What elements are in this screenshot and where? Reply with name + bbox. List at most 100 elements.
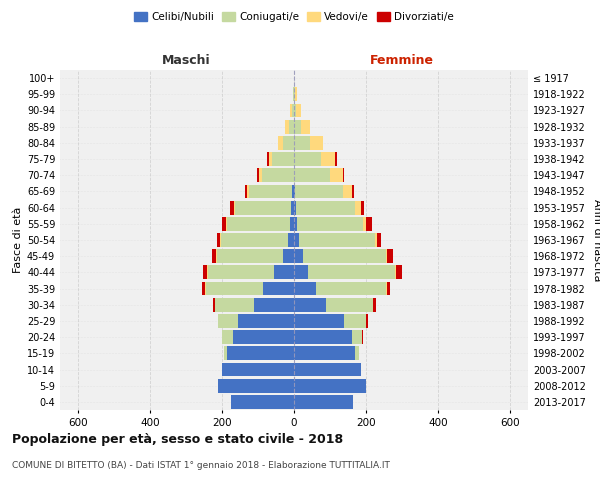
Bar	[267, 152, 269, 166]
Bar	[235, 200, 291, 214]
Bar	[352, 184, 354, 198]
Bar	[269, 152, 272, 166]
Bar	[249, 184, 292, 198]
Bar	[263, 282, 294, 296]
Y-axis label: Anni di nascita: Anni di nascita	[592, 198, 600, 281]
Bar	[355, 346, 359, 360]
Bar	[310, 136, 323, 149]
Bar	[294, 266, 308, 280]
Bar	[343, 184, 352, 198]
Bar	[238, 314, 294, 328]
Bar	[245, 184, 247, 198]
Bar	[294, 88, 295, 101]
Bar	[221, 233, 287, 247]
Bar	[373, 298, 376, 312]
Text: Maschi: Maschi	[162, 54, 211, 68]
Bar	[257, 168, 259, 182]
Bar	[364, 217, 367, 230]
Bar	[294, 330, 352, 344]
Bar	[222, 217, 226, 230]
Bar	[217, 250, 283, 263]
Bar	[308, 266, 395, 280]
Bar	[208, 266, 274, 280]
Bar	[295, 88, 296, 101]
Bar	[367, 217, 372, 230]
Bar	[254, 298, 294, 312]
Bar	[335, 152, 337, 166]
Bar	[285, 120, 289, 134]
Bar	[220, 233, 221, 247]
Y-axis label: Fasce di età: Fasce di età	[13, 207, 23, 273]
Bar	[294, 395, 353, 409]
Bar	[375, 233, 377, 247]
Bar	[387, 250, 394, 263]
Bar	[294, 250, 303, 263]
Bar	[296, 200, 355, 214]
Bar	[262, 168, 294, 182]
Bar	[218, 314, 238, 328]
Bar	[294, 362, 361, 376]
Bar	[294, 152, 321, 166]
Bar	[316, 282, 386, 296]
Bar	[352, 330, 362, 344]
Bar	[294, 184, 295, 198]
Bar	[294, 282, 316, 296]
Bar	[294, 217, 297, 230]
Bar	[344, 314, 366, 328]
Bar	[303, 250, 386, 263]
Bar	[386, 250, 387, 263]
Bar	[212, 250, 216, 263]
Bar	[301, 120, 310, 134]
Bar	[224, 346, 227, 360]
Bar	[293, 88, 294, 101]
Bar	[290, 217, 294, 230]
Bar	[222, 362, 294, 376]
Bar	[294, 298, 326, 312]
Bar	[294, 233, 299, 247]
Bar	[227, 346, 294, 360]
Bar	[283, 136, 294, 149]
Bar	[272, 152, 294, 166]
Bar	[299, 233, 375, 247]
Bar	[289, 120, 294, 134]
Bar	[343, 168, 344, 182]
Bar	[259, 168, 262, 182]
Bar	[294, 200, 296, 214]
Bar	[283, 250, 294, 263]
Bar	[233, 330, 294, 344]
Bar	[274, 266, 294, 280]
Bar	[366, 314, 368, 328]
Legend: Celibi/Nubili, Coniugati/e, Vedovi/e, Divorziati/e: Celibi/Nubili, Coniugati/e, Vedovi/e, Di…	[130, 8, 458, 26]
Bar	[290, 104, 292, 118]
Bar	[296, 104, 301, 118]
Bar	[292, 184, 294, 198]
Bar	[294, 346, 355, 360]
Bar	[231, 395, 294, 409]
Bar	[395, 266, 402, 280]
Bar	[216, 250, 217, 263]
Bar	[294, 120, 301, 134]
Bar	[227, 217, 290, 230]
Bar	[202, 282, 205, 296]
Bar	[294, 104, 296, 118]
Bar	[326, 298, 373, 312]
Bar	[291, 200, 294, 214]
Bar	[292, 104, 294, 118]
Bar	[361, 200, 364, 214]
Bar	[217, 233, 220, 247]
Text: Popolazione per età, sesso e stato civile - 2018: Popolazione per età, sesso e stato civil…	[12, 432, 343, 446]
Bar	[386, 282, 390, 296]
Bar	[206, 282, 263, 296]
Bar	[233, 200, 235, 214]
Bar	[226, 217, 227, 230]
Bar	[355, 200, 361, 214]
Bar	[247, 184, 249, 198]
Bar	[294, 168, 330, 182]
Bar	[362, 330, 363, 344]
Bar	[294, 314, 344, 328]
Bar	[207, 266, 208, 280]
Text: COMUNE DI BITETTO (BA) - Dati ISTAT 1° gennaio 2018 - Elaborazione TUTTITALIA.IT: COMUNE DI BITETTO (BA) - Dati ISTAT 1° g…	[12, 460, 390, 469]
Bar	[222, 330, 233, 344]
Bar	[295, 184, 343, 198]
Text: Femmine: Femmine	[370, 54, 434, 68]
